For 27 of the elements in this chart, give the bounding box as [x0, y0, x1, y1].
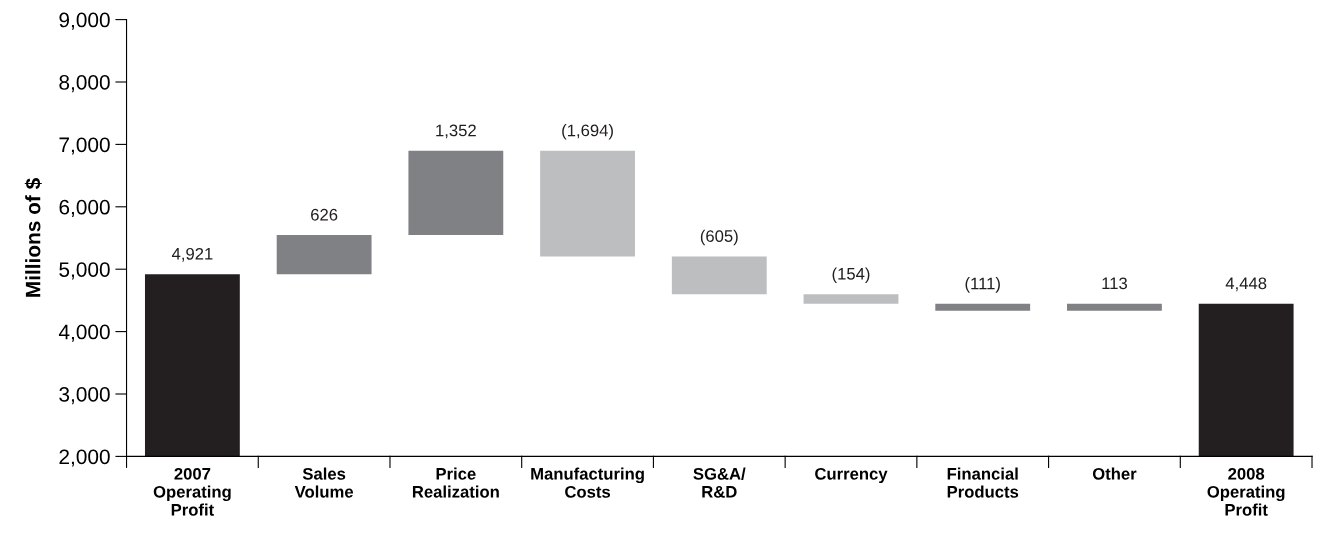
x-tick-label: Currency: [815, 467, 888, 484]
y-tick-label: 4,000: [58, 324, 110, 342]
y-tick-label: 8,000: [59, 75, 110, 93]
x-tick-label: Manufacturing Costs: [531, 467, 644, 498]
data-label: (605): [700, 229, 738, 246]
data-label: (1,694): [562, 124, 613, 140]
y-axis-title: Millions of $: [24, 178, 42, 297]
data-label: 1,352: [436, 124, 476, 139]
y-tick-label: 2,000: [59, 449, 110, 467]
data-label: 626: [311, 208, 338, 221]
data-label: 4,448: [1225, 277, 1267, 292]
data-label: 4,921: [171, 247, 213, 262]
x-tick-label: SG&A/ R&D: [693, 467, 746, 498]
x-tick-label: 2007 Operating Profit: [153, 467, 231, 516]
x-tick-label: Price Realization: [412, 467, 499, 498]
y-tick-label: 6,000: [59, 199, 110, 218]
data-label: (154): [832, 267, 870, 284]
x-tick-label: Sales Volume: [294, 467, 354, 498]
x-tick-label: 2008 Operating Profit: [1207, 467, 1285, 516]
x-tick-label: Other: [1092, 467, 1137, 480]
y-tick-label: 5,000: [59, 262, 110, 280]
y-tick-label: 3,000: [59, 387, 110, 405]
data-label: 113: [1102, 277, 1127, 290]
y-tick-label: 7,000: [59, 137, 110, 155]
x-tick-label: Financial Products: [947, 467, 1019, 498]
data-label: (111): [965, 277, 1000, 293]
y-tick-label: 9,000: [59, 12, 110, 30]
